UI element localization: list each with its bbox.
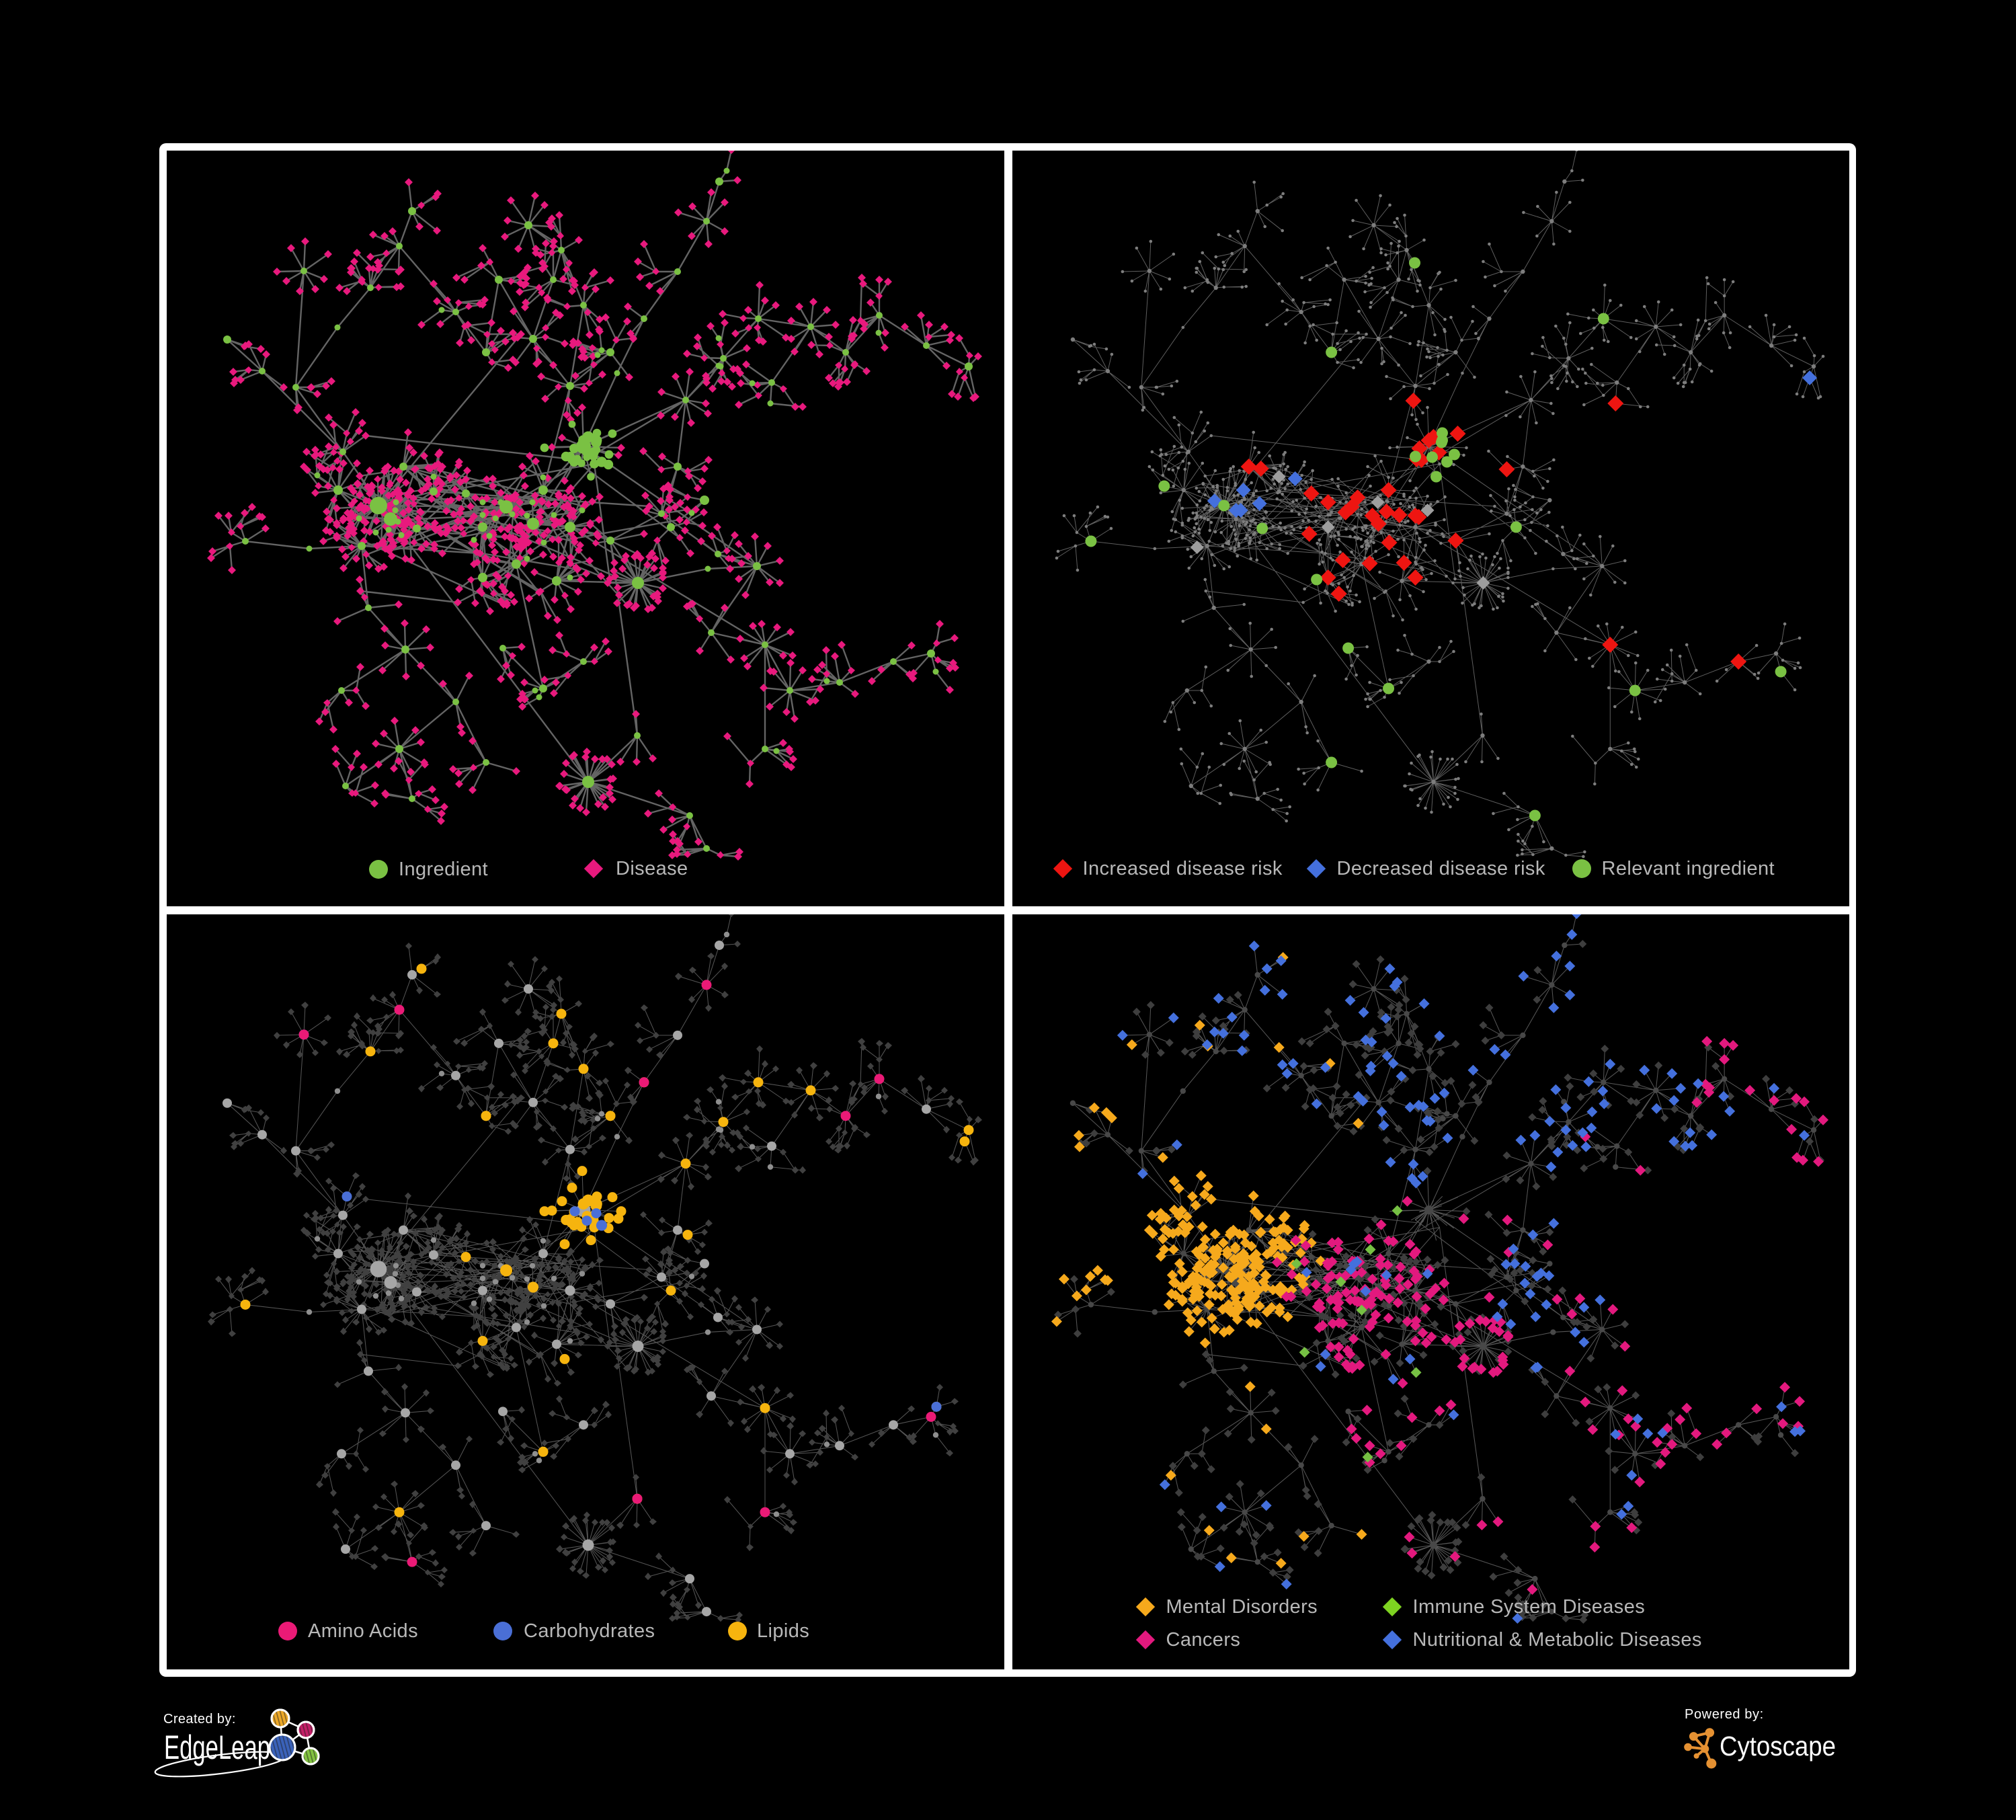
svg-text:EdgeLeap: EdgeLeap xyxy=(164,1729,270,1766)
svg-text:Cytoscape: Cytoscape xyxy=(1720,1731,1836,1762)
